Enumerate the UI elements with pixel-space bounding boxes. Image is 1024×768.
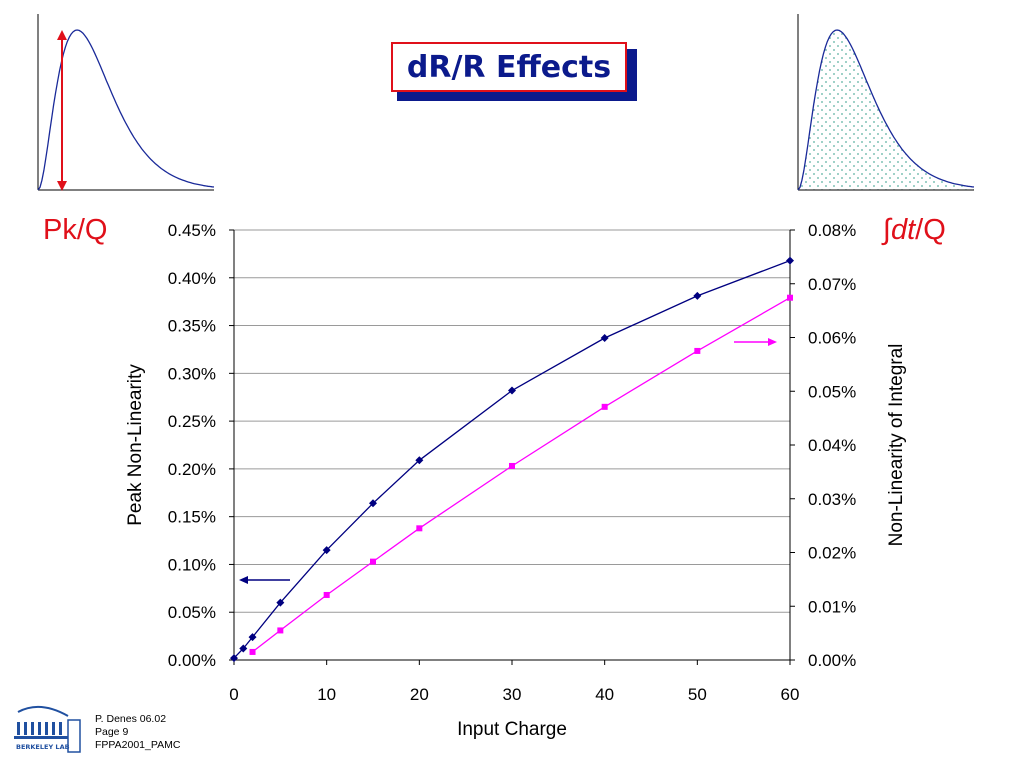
footer-author: P. Denes 06.02	[95, 713, 167, 725]
gridlines	[234, 277, 790, 613]
left-y-tick-label: 0.15%	[168, 508, 216, 527]
title-container: dR/R Effects	[391, 42, 637, 101]
logo-wordmark: BERKELEY LAB	[16, 743, 70, 751]
right-y-tick-label: 0.01%	[808, 597, 856, 616]
left-y-axis-label: Peak Non-Linearity	[125, 364, 146, 526]
data-point	[415, 456, 424, 465]
x-tick-label: 30	[503, 685, 522, 704]
x-tick-label: 40	[595, 685, 614, 704]
left-y-tick-label: 0.40%	[168, 269, 216, 288]
left-y-tick-label: 0.35%	[168, 317, 216, 336]
left-axis-arrow-head	[239, 576, 248, 584]
data-point	[508, 386, 516, 395]
right-y-tick-label: 0.08%	[808, 221, 856, 240]
pulse-peak-inset	[37, 14, 215, 191]
per-q-term: /Q	[915, 214, 946, 246]
right-y-tick-label: 0.02%	[808, 544, 856, 563]
logo-column	[45, 722, 48, 735]
left-y-tick-label: 0.30%	[168, 364, 216, 383]
nonlinearity-chart: 0.00% 0.05% 0.10% 0.15% 0.20% 0.25% 0.30% 0.35%…	[125, 221, 907, 740]
data-point	[693, 291, 702, 300]
data-point	[322, 546, 331, 555]
logo-columns	[17, 722, 62, 735]
data-point	[276, 598, 285, 607]
left-y-tick-label: 0.45%	[168, 221, 216, 240]
x-tick-label: 0	[229, 685, 238, 704]
data-point	[601, 403, 608, 410]
logo-column	[24, 722, 27, 735]
pulse-curve-right	[797, 29, 975, 191]
x-tick-label: 60	[781, 685, 800, 704]
footer-page: Page 9	[95, 726, 129, 738]
data-point	[787, 294, 793, 301]
slide-title: dR/R Effects	[406, 49, 612, 85]
logo-arc	[17, 705, 69, 717]
data-point	[509, 462, 515, 469]
data-point	[248, 633, 257, 642]
data-point	[249, 648, 256, 655]
right-axis-arrow-head	[768, 338, 777, 346]
logo-column	[17, 722, 20, 735]
peak-arrow-head-bottom	[57, 181, 67, 191]
integral-inset	[797, 14, 975, 191]
logo-column	[52, 722, 55, 735]
logo-rule	[14, 736, 68, 739]
left-y-tick-label: 0.25%	[168, 412, 216, 431]
axis-ticks: 0.00% 0.05% 0.10% 0.15% 0.20% 0.25% 0.30% 0.35%…	[168, 221, 856, 704]
logo-column	[31, 722, 34, 735]
right-y-axis-label: Non-Linearity of Integral	[886, 344, 907, 547]
plot-area	[233, 229, 791, 661]
left-label-pkq: Pk/Q	[43, 214, 107, 246]
right-y-tick-label: 0.04%	[808, 436, 856, 455]
left-y-tick-label: 0.05%	[168, 603, 216, 622]
integral-sign: ∫	[881, 214, 893, 246]
x-tick-label: 20	[410, 685, 429, 704]
data-point	[230, 654, 238, 663]
x-tick-label: 10	[317, 685, 336, 704]
title-box: dR/R Effects	[391, 42, 627, 92]
x-tick-label: 50	[688, 685, 707, 704]
logo-column	[59, 722, 62, 735]
footer-doc: FPPA2001_PAMC	[95, 739, 181, 751]
right-y-tick-label: 0.03%	[808, 490, 856, 509]
left-y-tick-label: 0.00%	[168, 651, 216, 670]
right-label-integral-q: ∫dt/Q	[881, 214, 946, 246]
data-point	[369, 499, 377, 508]
data-point	[786, 256, 794, 265]
right-y-tick-label: 0.05%	[808, 382, 856, 401]
data-point	[694, 347, 701, 354]
series-layer	[230, 256, 794, 663]
logo-tower	[67, 719, 81, 753]
x-axis-label: Input Charge	[457, 719, 567, 740]
data-point	[277, 627, 284, 634]
right-y-tick-label: 0.06%	[808, 329, 856, 348]
berkeley-lab-logo: BERKELEY LAB	[14, 705, 81, 753]
left-y-tick-label: 0.10%	[168, 555, 216, 574]
logo-column	[38, 722, 41, 735]
right-y-tick-label: 0.00%	[808, 651, 856, 670]
data-point	[370, 558, 376, 565]
dt-term: dt	[891, 214, 917, 246]
pulse-curve-left	[37, 29, 215, 191]
data-point	[600, 333, 609, 342]
left-y-tick-label: 0.20%	[168, 460, 216, 479]
data-point	[416, 525, 423, 532]
data-point	[239, 644, 248, 653]
data-point	[323, 591, 330, 598]
footer: P. Denes 06.02 Page 9 FPPA2001_PAMC	[95, 713, 180, 752]
peak-arrow-head-top	[57, 30, 67, 40]
right-y-tick-label: 0.07%	[808, 275, 856, 294]
integral-area	[798, 30, 974, 190]
